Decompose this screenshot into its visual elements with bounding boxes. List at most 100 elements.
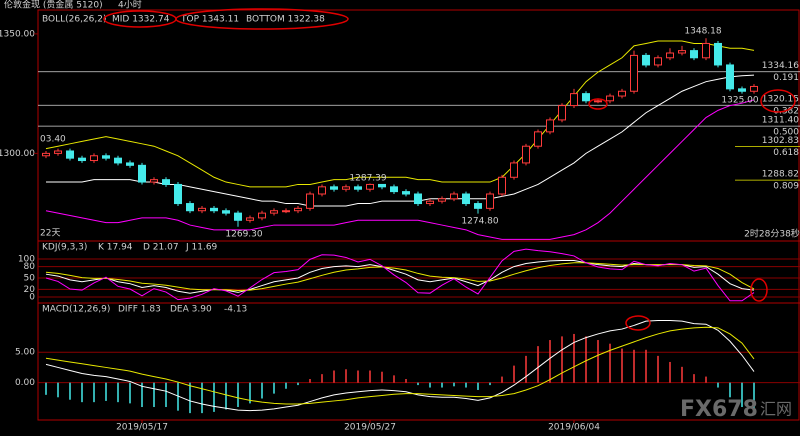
- candle-body: [282, 210, 290, 213]
- candle-body: [558, 105, 566, 121]
- annotation: 2时28分38秒: [744, 228, 800, 240]
- highlight: [588, 98, 608, 110]
- fib-ratio: 0.809: [773, 182, 799, 192]
- candle-body: [702, 42, 710, 59]
- candle-body: [270, 210, 278, 214]
- macd-value: -4.13: [224, 305, 247, 315]
- x-tick-label: 2019/05/17: [116, 423, 168, 433]
- candle-body: [714, 42, 722, 66]
- fib-price: 1311.40: [762, 116, 799, 126]
- candle-body: [582, 93, 590, 102]
- candle-body: [450, 193, 458, 200]
- candle-body: [318, 186, 326, 195]
- y-tick-label: 1350.00: [0, 29, 35, 39]
- y-tick-label: 5.00: [15, 348, 35, 358]
- candle-body: [498, 176, 506, 195]
- y-tick-label: 0.00: [15, 378, 35, 388]
- candle-body: [690, 50, 698, 59]
- candle-body: [546, 119, 554, 133]
- candle-body: [198, 207, 206, 212]
- indicator-label: MACD(12,26,9): [42, 305, 110, 315]
- period: 4小时: [118, 0, 142, 11]
- legend-entry: TOP 1343.11: [180, 15, 239, 25]
- indicator-line: [45, 320, 755, 412]
- candle-body: [126, 162, 134, 166]
- indicator-label: BOLL(26,26,2): [42, 15, 107, 25]
- candle-body: [42, 152, 50, 157]
- annotation: 1348.18: [684, 27, 721, 37]
- candle-body: [54, 150, 62, 154]
- candle-body: [234, 212, 242, 221]
- candle-body: [90, 155, 98, 162]
- highlight: [175, 8, 349, 30]
- indicator-line: [46, 74, 755, 207]
- y-tick-label: 80: [24, 262, 36, 272]
- candle-body: [342, 186, 350, 190]
- candle-body: [294, 207, 302, 212]
- watermark: FX678: [680, 397, 758, 422]
- fib-price: 1334.16: [762, 61, 799, 71]
- candle-body: [594, 100, 602, 103]
- highlight: [625, 315, 651, 331]
- y-tick-label: 0: [29, 292, 35, 302]
- y-tick-label: 1300.00: [0, 149, 35, 159]
- legend-entry: K 17.94: [98, 243, 133, 253]
- indicator-line: [45, 326, 755, 405]
- annotation: 22天: [40, 229, 60, 239]
- candle-body: [138, 164, 146, 183]
- candle-body: [738, 88, 746, 92]
- candle-body: [678, 50, 686, 54]
- legend-entry: DEA 3.90: [170, 305, 212, 315]
- candle-body: [222, 210, 230, 214]
- highlight: [760, 89, 796, 113]
- annotation: 1269.30: [225, 230, 262, 240]
- fib-ratio: 0.191: [773, 73, 799, 83]
- candle-body: [330, 186, 338, 190]
- candle-body: [66, 150, 74, 159]
- candle-body: [246, 217, 254, 221]
- candle-body: [114, 157, 122, 164]
- candle-body: [390, 186, 398, 193]
- candle-body: [726, 64, 734, 90]
- x-tick-label: 2019/06/04: [548, 423, 600, 433]
- candle-body: [666, 52, 674, 59]
- annotation: 1287.39: [349, 174, 386, 184]
- indicator-line: [45, 99, 755, 240]
- candle-body: [414, 193, 422, 205]
- candle-body: [750, 85, 758, 92]
- indicator-label: KDJ(9,3,3): [42, 243, 87, 253]
- legend-entry: MID 1332.74: [112, 15, 170, 25]
- fib-ratio: 0.618: [773, 148, 799, 158]
- panel-frame: [37, 9, 800, 421]
- candle-body: [534, 131, 542, 147]
- candle-body: [402, 191, 410, 195]
- fib-ratio: 0.500: [773, 128, 799, 138]
- candle-body: [378, 183, 386, 188]
- instrument: 伦敦金现 (贵金属 5120): [4, 0, 103, 11]
- y-tick-label: 20: [24, 285, 36, 295]
- legend-entry: DIFF 1.83: [118, 305, 161, 315]
- legend-entry: D 21.07: [143, 243, 179, 253]
- candle-body: [630, 54, 638, 92]
- candle-body: [354, 186, 362, 190]
- candle-body: [78, 157, 86, 162]
- candle-body: [438, 198, 446, 202]
- annotation: 03.40: [40, 135, 66, 145]
- candle-body: [210, 207, 218, 212]
- candle-body: [606, 95, 614, 102]
- fib-price: 1302.83: [762, 136, 799, 146]
- candle-body: [618, 90, 626, 97]
- candle-body: [570, 93, 578, 107]
- watermark: 汇网: [760, 400, 792, 419]
- y-tick-label: 50: [24, 273, 36, 283]
- candle-body: [654, 57, 662, 66]
- fib-ratio: 0.382: [773, 107, 799, 117]
- plot: 1350.001300.001334.160.1911320.150.38213…: [0, 15, 800, 433]
- candle-body: [474, 203, 482, 209]
- indicator-line: [45, 260, 755, 294]
- candle-body: [642, 54, 650, 66]
- indicator-line: [45, 248, 755, 302]
- candle-body: [174, 183, 182, 205]
- candle-body: [486, 193, 494, 209]
